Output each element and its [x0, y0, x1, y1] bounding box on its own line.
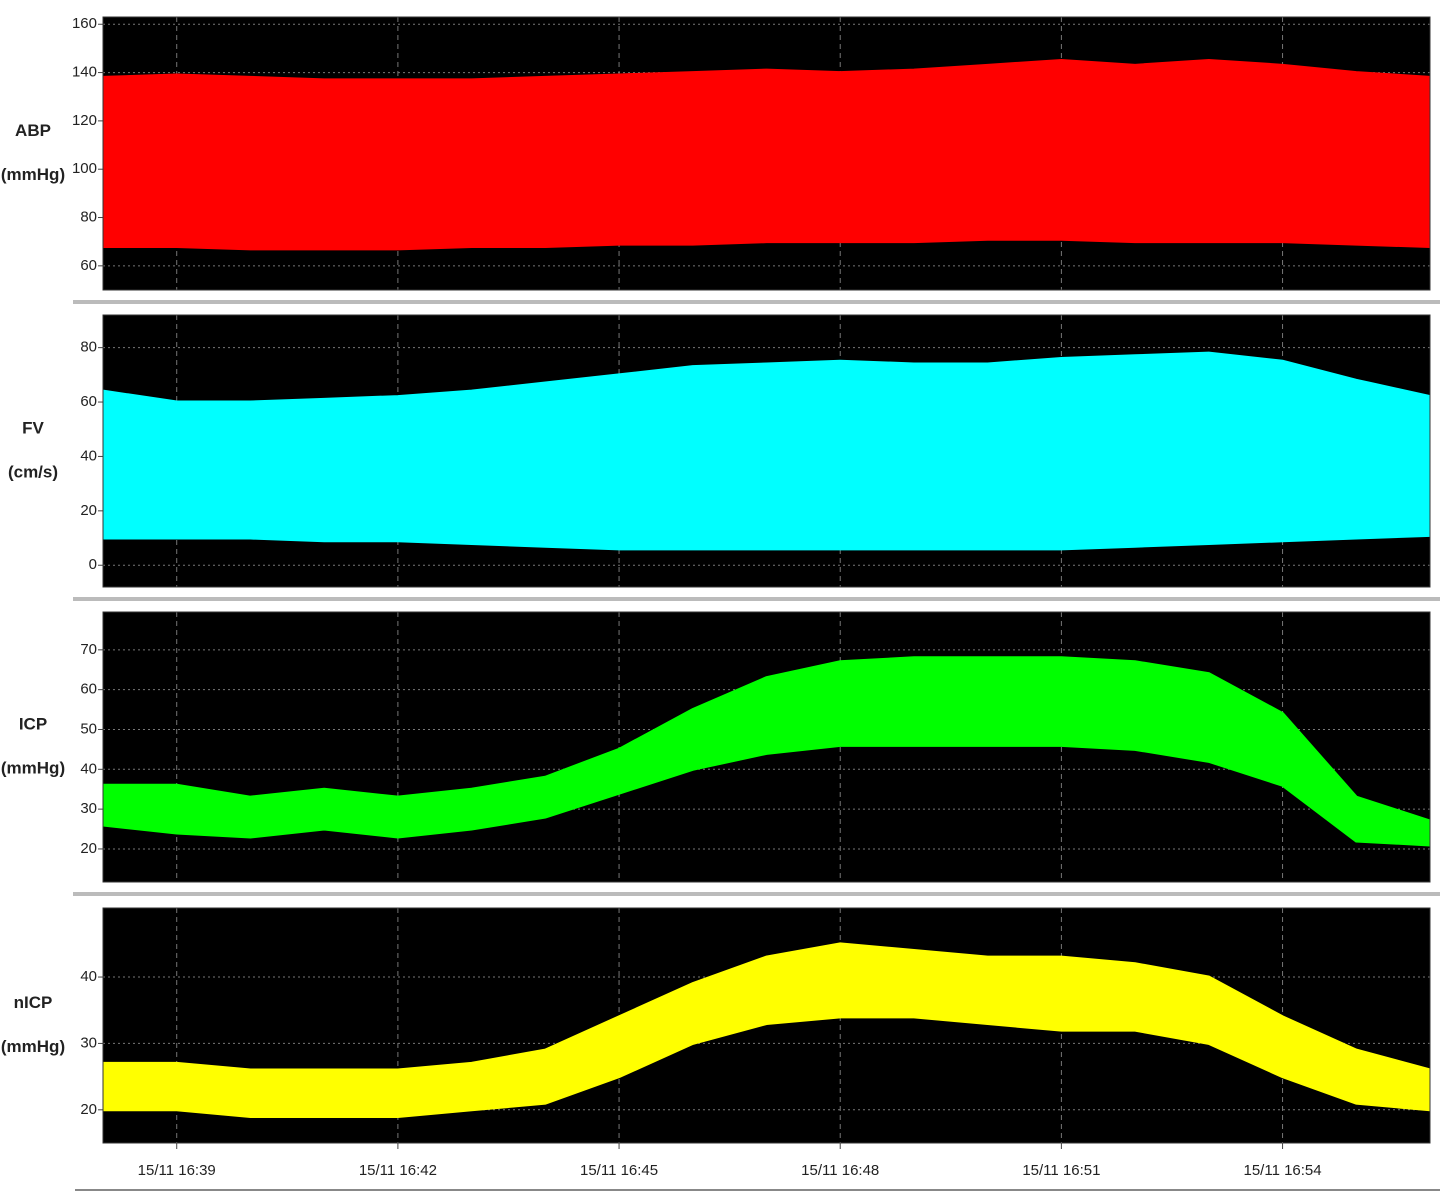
y-tick-label: 70	[80, 641, 97, 658]
lower-envelope	[103, 533, 1431, 551]
y-axis-label: FV	[22, 418, 44, 437]
lower-envelope	[103, 1015, 1431, 1118]
y-axis-label: nICP	[14, 993, 53, 1012]
band-area	[103, 943, 1430, 1117]
x-tick-label: 15/11 16:48	[801, 1162, 879, 1179]
y-tick-label: 120	[72, 112, 97, 129]
y-tick-label: 20	[80, 502, 97, 519]
y-axis-unit: (cm/s)	[8, 462, 58, 481]
plot-frame	[102, 611, 1431, 883]
y-tick-label: 80	[80, 208, 97, 225]
y-tick-label: 60	[80, 681, 97, 698]
y-tick-label: 0	[89, 556, 97, 573]
lower-envelope	[102, 743, 1431, 847]
y-axis-label: ICP	[19, 714, 47, 733]
y-tick-label: 50	[80, 720, 97, 737]
y-tick-label: 40	[80, 760, 97, 777]
y-axis-unit: (mmHg)	[1, 165, 65, 184]
y-tick-label: 20	[80, 1101, 97, 1118]
y-axis-unit: (mmHg)	[1, 1037, 65, 1056]
y-tick-label: 40	[80, 447, 97, 464]
y-tick-label: 80	[80, 339, 97, 356]
y-axis-label: ABP	[15, 121, 51, 140]
plot-frame	[102, 907, 1431, 1144]
y-tick-label: 40	[80, 968, 97, 985]
y-tick-label: 30	[80, 1034, 97, 1051]
plot-frame	[102, 314, 1431, 588]
band-area	[103, 353, 1430, 549]
y-tick-label: 60	[80, 257, 97, 274]
y-tick-label: 60	[80, 393, 97, 410]
y-axis-unit: (mmHg)	[1, 758, 65, 777]
band-area	[103, 657, 1430, 845]
x-tick-label: 15/11 16:39	[138, 1162, 216, 1179]
band-area	[103, 60, 1430, 249]
y-tick-label: 160	[72, 15, 97, 32]
y-tick-label: 20	[80, 840, 97, 857]
y-tick-label: 140	[72, 64, 97, 81]
plot-frame	[102, 16, 1431, 291]
upper-envelope	[102, 351, 1431, 404]
y-tick-label: 100	[72, 160, 97, 177]
upper-envelope	[103, 656, 1431, 823]
x-tick-label: 15/11 16:54	[1243, 1162, 1321, 1179]
lower-envelope	[103, 237, 1431, 251]
x-tick-label: 15/11 16:45	[580, 1162, 658, 1179]
x-tick-label: 15/11 16:51	[1022, 1162, 1100, 1179]
x-tick-label: 15/11 16:42	[359, 1162, 437, 1179]
y-tick-label: 30	[80, 800, 97, 817]
upper-envelope	[102, 58, 1431, 82]
upper-envelope	[103, 942, 1431, 1072]
